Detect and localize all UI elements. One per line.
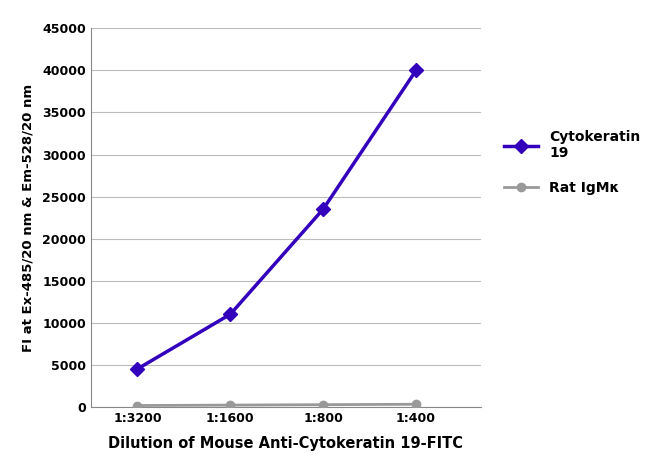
- Rat IgMκ: [226, 402, 234, 408]
- Legend: Cytokeratin
19, Rat IgMκ: Cytokeratin 19, Rat IgMκ: [504, 130, 641, 195]
- Cytokeratin
19: [319, 206, 327, 212]
- Line: Cytokeratin
19: Cytokeratin 19: [133, 66, 421, 374]
- Cytokeratin
19: [226, 311, 234, 317]
- Cytokeratin
19: [133, 366, 141, 372]
- X-axis label: Dilution of Mouse Anti-Cytokeratin 19-FITC: Dilution of Mouse Anti-Cytokeratin 19-FI…: [109, 436, 463, 451]
- Y-axis label: FI at Ex-485/20 nm & Em-528/20 nm: FI at Ex-485/20 nm & Em-528/20 nm: [21, 84, 34, 351]
- Rat IgMκ: [319, 402, 327, 408]
- Rat IgMκ: [412, 402, 420, 407]
- Rat IgMκ: [133, 403, 141, 408]
- Cytokeratin
19: [412, 68, 420, 73]
- Line: Rat IgMκ: Rat IgMκ: [133, 400, 420, 410]
